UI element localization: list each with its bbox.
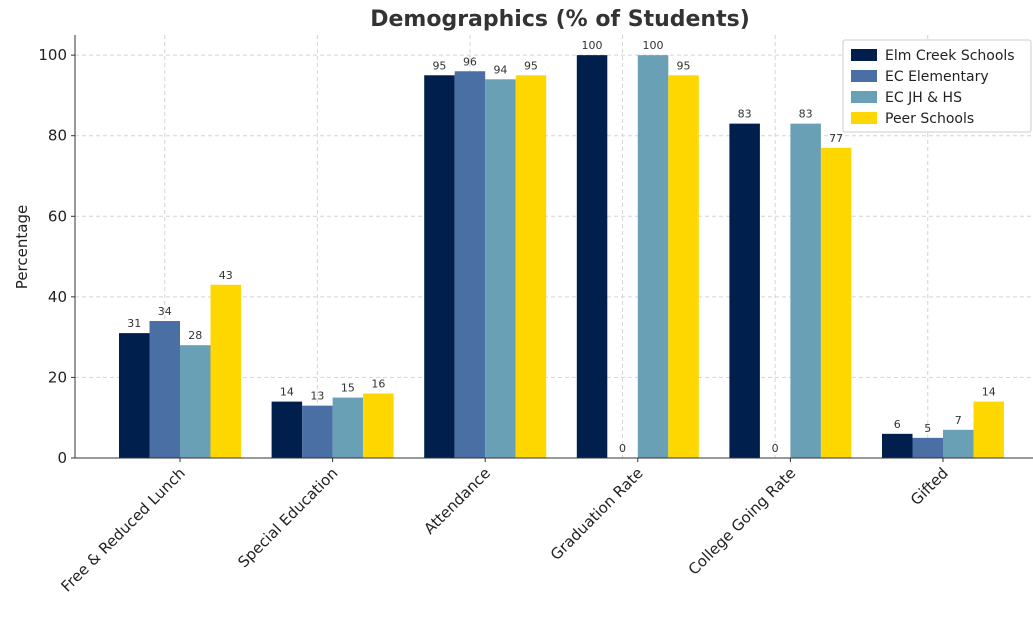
data-label: 28 bbox=[188, 329, 202, 342]
bar bbox=[485, 79, 516, 459]
bar bbox=[882, 433, 913, 458]
data-label: 94 bbox=[493, 63, 507, 76]
data-label: 6 bbox=[894, 418, 901, 431]
x-tick-label: Gifted bbox=[907, 464, 952, 509]
data-label: 77 bbox=[829, 132, 843, 145]
legend: Elm Creek Schools EC Elementary EC JH & HS… bbox=[842, 39, 1032, 133]
data-label: 100 bbox=[643, 39, 664, 52]
bar bbox=[363, 393, 394, 458]
bar bbox=[912, 437, 943, 458]
y-tick-label: 0 bbox=[57, 449, 67, 467]
data-label: 43 bbox=[219, 269, 233, 282]
y-tick-label: 80 bbox=[48, 127, 67, 145]
data-label: 0 bbox=[619, 442, 626, 455]
legend-swatch bbox=[851, 91, 877, 103]
data-label: 34 bbox=[158, 305, 172, 318]
data-label: 31 bbox=[127, 317, 141, 330]
bar bbox=[820, 147, 852, 459]
y-tick-label: 100 bbox=[38, 46, 67, 64]
bar bbox=[210, 284, 241, 458]
data-label: 96 bbox=[463, 55, 477, 68]
legend-frame bbox=[842, 39, 1032, 133]
data-label: 16 bbox=[371, 378, 385, 391]
bar bbox=[271, 401, 303, 458]
data-label: 83 bbox=[738, 108, 752, 121]
bar bbox=[729, 123, 760, 458]
y-tick-label: 40 bbox=[48, 288, 67, 306]
bar bbox=[637, 55, 669, 459]
data-label: 95 bbox=[524, 59, 538, 72]
bar bbox=[332, 397, 364, 458]
y-tick-label: 60 bbox=[48, 207, 67, 225]
bar bbox=[576, 55, 608, 459]
bar bbox=[515, 75, 547, 459]
x-tick-label: Special Education bbox=[234, 464, 341, 571]
legend-swatch bbox=[851, 70, 877, 82]
y-tick-label: 20 bbox=[48, 368, 67, 386]
legend-label: EC Elementary bbox=[885, 69, 989, 85]
bar bbox=[668, 75, 699, 459]
bar bbox=[943, 429, 974, 458]
data-label: 95 bbox=[677, 59, 691, 72]
x-tick-label: Attendance bbox=[420, 464, 494, 538]
x-tick-label: Free & Reduced Lunch bbox=[58, 464, 189, 595]
data-labels-layer: 31 14 95 100 83 6 34 13 96 0 0 5 28 15 94 100 83 7 43 16 95 9… bbox=[127, 39, 996, 455]
data-label: 95 bbox=[432, 59, 446, 72]
legend-label: EC JH & HS bbox=[885, 90, 962, 106]
bar bbox=[180, 345, 211, 458]
data-label: 100 bbox=[582, 39, 603, 52]
bar bbox=[149, 321, 180, 458]
legend-label: Elm Creek Schools bbox=[885, 48, 1015, 64]
data-label: 14 bbox=[982, 386, 996, 399]
x-tick-label: Graduation Rate bbox=[547, 464, 647, 564]
data-label: 5 bbox=[924, 422, 931, 435]
y-axis-label: Percentage bbox=[13, 205, 31, 289]
data-label: 7 bbox=[955, 414, 962, 427]
bar bbox=[424, 75, 455, 459]
bar bbox=[119, 333, 150, 458]
data-label: 13 bbox=[310, 390, 324, 403]
bar bbox=[973, 401, 1004, 458]
x-tick-label: College Going Rate bbox=[685, 464, 799, 578]
data-label: 83 bbox=[799, 108, 813, 121]
legend-swatch bbox=[851, 49, 877, 61]
data-label: 15 bbox=[341, 382, 355, 395]
bar bbox=[454, 71, 486, 458]
bar bbox=[790, 123, 821, 458]
legend-label: Peer Schools bbox=[885, 111, 974, 127]
bar bbox=[302, 405, 333, 458]
legend-swatch bbox=[851, 112, 877, 124]
data-label: 0 bbox=[772, 442, 779, 455]
chart-title: Demographics (% of Students) bbox=[370, 7, 750, 32]
data-label: 14 bbox=[280, 386, 294, 399]
bars-layer bbox=[119, 55, 1004, 459]
